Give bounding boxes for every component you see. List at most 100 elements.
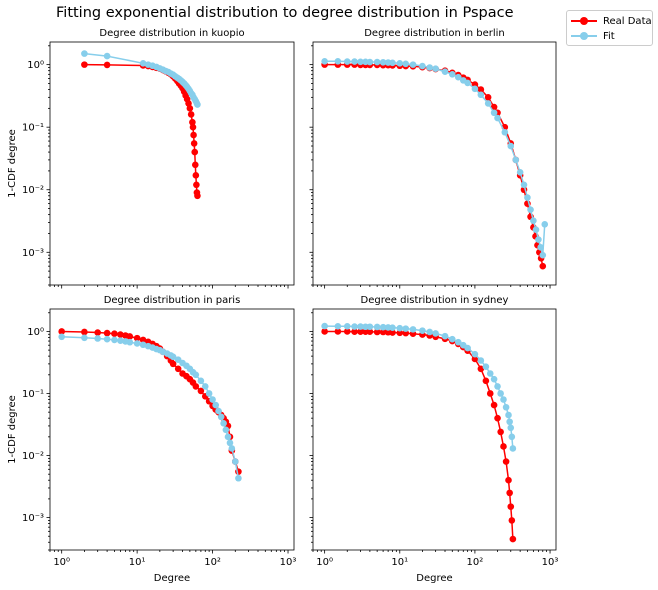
- data-point-real-data: [396, 329, 404, 337]
- data-point-real-data: [477, 86, 485, 93]
- data-point-real-data: [192, 383, 200, 390]
- data-point-fit: [539, 251, 547, 259]
- y-tick-label: 10⁰: [27, 327, 44, 338]
- legend-label-fit: Fit: [603, 30, 615, 42]
- data-point-fit: [432, 65, 439, 73]
- data-point-fit: [169, 353, 177, 361]
- data-point-fit: [217, 413, 225, 421]
- y-tick-label: 10⁻²: [22, 185, 44, 196]
- data-point-real-data: [539, 262, 547, 270]
- data-point-fit: [494, 114, 501, 122]
- data-point-fit: [490, 375, 498, 383]
- data-point-fit: [497, 390, 504, 397]
- data-point-real-data: [190, 140, 198, 147]
- data-point-fit: [373, 58, 381, 66]
- data-point-fit: [357, 58, 364, 66]
- data-point-real-data: [500, 443, 507, 450]
- x-tick-label: 10³: [542, 557, 559, 568]
- plot-area: [58, 328, 242, 482]
- data-point-real-data: [509, 535, 517, 543]
- data-point-fit: [409, 61, 417, 68]
- data-point-fit: [396, 60, 404, 67]
- data-point-fit: [334, 58, 342, 65]
- data-point-fit: [220, 420, 227, 427]
- data-point-fit: [379, 58, 387, 66]
- data-point-real-data: [343, 328, 351, 335]
- data-point-fit: [111, 336, 118, 344]
- data-point-fit: [464, 79, 471, 87]
- data-point-real-data: [192, 172, 200, 179]
- data-point-fit: [454, 338, 462, 346]
- data-point-fit: [512, 156, 520, 164]
- data-point-fit: [133, 340, 141, 347]
- data-point-real-data: [185, 100, 192, 107]
- data-point-real-data: [321, 328, 328, 335]
- plot-area: [321, 58, 549, 270]
- data-point-fit: [389, 324, 396, 331]
- y-tick-label: 10⁻³: [22, 248, 44, 259]
- data-point-fit: [224, 433, 232, 441]
- data-point-real-data: [169, 360, 177, 368]
- subplot-1: Degree distribution in kuopio 10⁻³ 10⁻² 10⁻…: [7, 28, 295, 289]
- subplot-3: Degree distribution in paris 10⁰ 10¹ 10² 10³…: [7, 295, 296, 584]
- x-axis-label: Degree: [416, 573, 452, 584]
- data-point-fit: [126, 338, 134, 346]
- data-point-fit: [419, 327, 426, 334]
- data-point-real-data: [94, 329, 101, 336]
- data-point-fit: [509, 445, 517, 452]
- data-point-fit: [402, 60, 410, 68]
- data-point-fit: [441, 332, 449, 340]
- data-point-fit: [117, 337, 124, 344]
- data-point-real-data: [139, 336, 147, 344]
- y-tick-label: 10⁻²: [22, 451, 44, 462]
- axes-frame: [49, 308, 295, 551]
- data-point-real-data: [197, 387, 205, 395]
- data-point-real-data: [351, 328, 358, 336]
- data-point-fit: [484, 100, 492, 107]
- data-point-real-data: [507, 503, 515, 510]
- data-point-real-data: [486, 390, 494, 397]
- data-point-fit: [527, 206, 534, 213]
- data-point-real-data: [490, 103, 498, 111]
- data-point-fit: [501, 128, 509, 136]
- data-point-real-data: [174, 365, 182, 373]
- data-point-fit: [524, 194, 531, 201]
- series-line-fit: [324, 60, 546, 256]
- data-point-fit: [508, 433, 516, 441]
- data-point-real-data: [477, 365, 485, 373]
- data-point-fit: [477, 91, 485, 99]
- x-axis-label: Degree: [154, 573, 190, 584]
- data-point-real-data: [191, 148, 199, 156]
- data-point-fit: [541, 221, 549, 228]
- data-point-fit: [321, 58, 328, 65]
- axes-frame: [49, 41, 295, 286]
- data-point-fit: [486, 370, 494, 377]
- data-point-real-data: [189, 123, 197, 131]
- data-point-fit: [194, 101, 201, 108]
- data-point-real-data: [482, 377, 490, 385]
- data-point-fit: [537, 244, 544, 251]
- data-point-fit: [215, 407, 222, 415]
- data-point-real-data: [103, 329, 111, 337]
- axes-frame: [312, 41, 557, 286]
- data-point-real-data: [379, 328, 387, 336]
- data-point-real-data: [366, 328, 374, 336]
- subplot-title: Degree distribution in berlin: [364, 28, 505, 39]
- data-point-fit: [471, 350, 479, 358]
- data-point-fit: [477, 357, 485, 364]
- data-point-real-data: [508, 517, 516, 524]
- data-point-fit: [494, 383, 501, 390]
- data-point-fit: [419, 62, 426, 70]
- data-point-fit: [396, 324, 404, 332]
- data-point-real-data: [81, 328, 88, 336]
- data-point-fit: [464, 344, 471, 352]
- data-point-fit: [507, 142, 515, 150]
- data-point-fit: [192, 371, 200, 379]
- data-point-fit: [343, 58, 351, 65]
- data-point-real-data: [58, 328, 65, 335]
- data-point-real-data: [194, 192, 201, 200]
- data-point-fit: [516, 168, 524, 176]
- data-point-real-data: [471, 355, 479, 363]
- x-tick-label: 10²: [467, 557, 484, 568]
- data-point-fit: [205, 390, 213, 397]
